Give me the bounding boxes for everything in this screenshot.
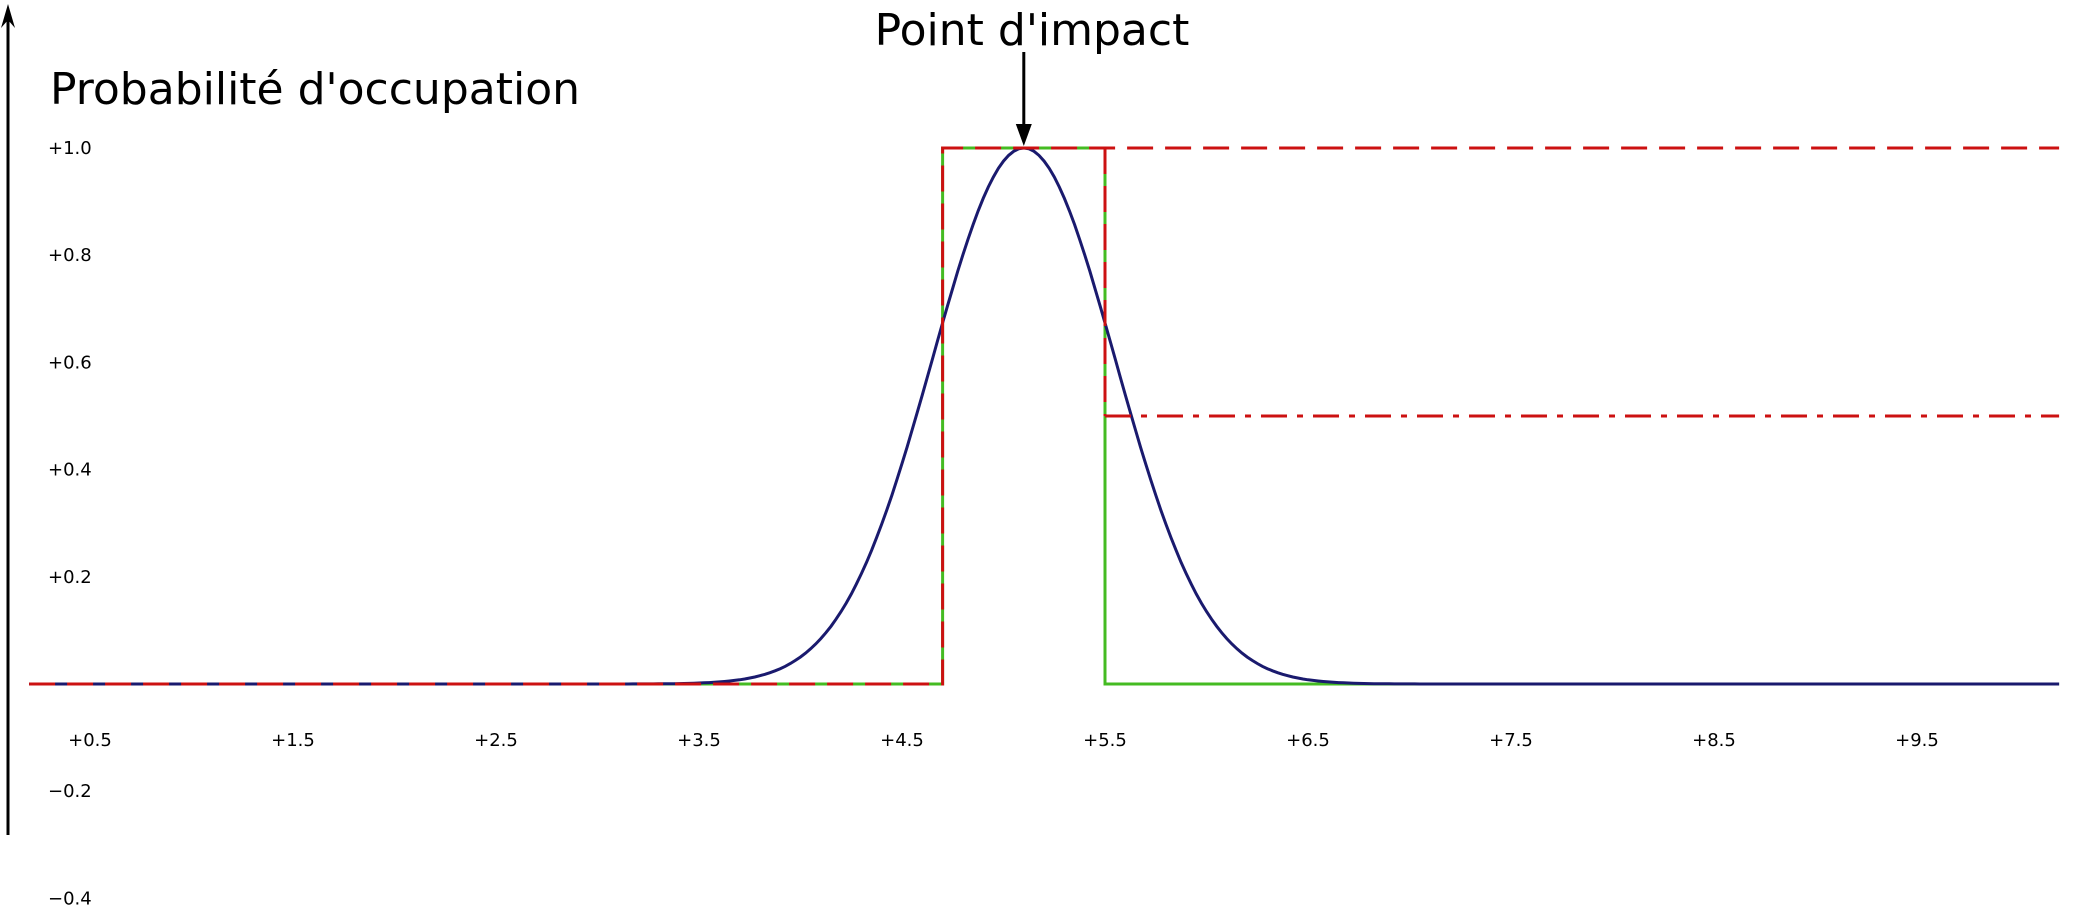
series-group [29,146,2060,686]
x-tick-label: +9.5 [1895,730,1939,751]
impact-arrowhead-icon [1015,124,1032,146]
y-tick-label: +0.4 [48,460,92,481]
y-tick-label: −0.4 [48,888,92,909]
y-tick-labels: +1.0 +0.8 +0.6 +0.4 +0.2 −0.2 −0.4 [48,138,92,909]
x-tick-label: +2.5 [474,730,518,751]
x-tick-label: +1.5 [271,730,315,751]
y-tick-label: +0.2 [48,567,92,588]
x-tick-label: +3.5 [677,730,721,751]
series-line-step-2 [29,146,2060,686]
y-tick-label: −0.2 [48,781,92,802]
y-tick-label: +0.6 [48,352,92,373]
x-tick-label: +8.5 [1692,730,1736,751]
x-tick-label: +7.5 [1489,730,1533,751]
series-line-gaussian-0 [29,146,2060,686]
x-tick-labels: +0.5 +1.5 +2.5 +3.5 +4.5 +5.5 +6.5 +7.5 +8.5 +9.5 [68,730,1939,751]
y-axis-arrow-icon [1,4,15,28]
x-tick-label: +5.5 [1083,730,1127,751]
impact-annotation-label: Point d'impact [875,5,1190,56]
x-tick-label: +4.5 [880,730,924,751]
y-tick-label: +0.8 [48,245,92,266]
y-tick-label: +1.0 [48,138,92,159]
x-tick-label: +0.5 [68,730,112,751]
y-axis-label: Probabilité d'occupation [50,64,580,115]
x-tick-label: +6.5 [1286,730,1330,751]
